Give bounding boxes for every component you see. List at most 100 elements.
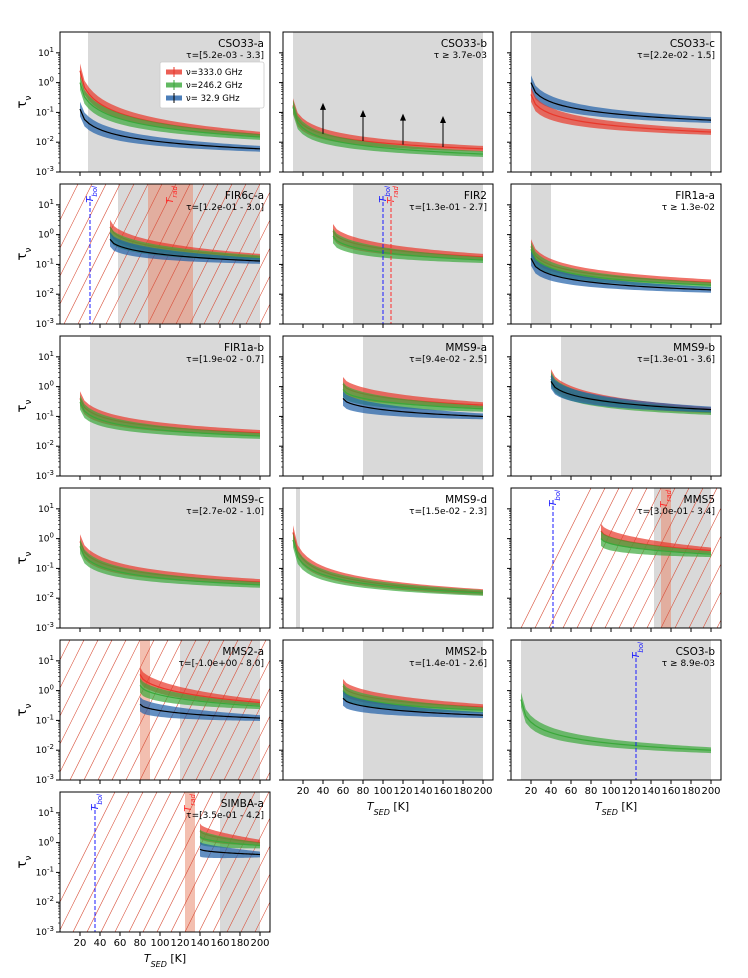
trad-band xyxy=(185,792,195,932)
panel-title: FIR6c-a xyxy=(225,190,264,202)
panel-mms9-a: MMS9-aτ=[9.4e-02 - 2.5] xyxy=(279,335,494,480)
series-band-green xyxy=(601,531,711,558)
x-tick-label: 180 xyxy=(230,938,249,949)
y-tick-label: 10-2 xyxy=(36,743,54,756)
trad-band-hatch xyxy=(63,184,135,324)
series-line-green xyxy=(342,389,484,410)
y-tick-label: 101 xyxy=(38,350,54,363)
plot-area xyxy=(60,792,381,932)
panel-title: CSO33-b xyxy=(441,38,487,50)
panel-frame xyxy=(282,335,494,477)
y-tick-label: 101 xyxy=(38,198,54,211)
panel-tau-range: τ=[3.5e-01 - 4.2] xyxy=(186,811,264,821)
y-axis-label: τν xyxy=(15,704,34,717)
series-line-blue xyxy=(139,703,261,719)
shaded-region xyxy=(521,640,711,780)
trad-band-hatch xyxy=(646,488,718,628)
y-tick-label: 10-3 xyxy=(36,773,54,786)
plot-area xyxy=(530,32,712,172)
panel-frame xyxy=(510,31,722,173)
trad-band-hatch xyxy=(170,792,242,932)
legend-label-blue: ν= 32.9 GHz xyxy=(186,94,240,104)
series-band-green xyxy=(80,394,260,439)
x-tick-label: 120 xyxy=(621,786,640,797)
plot-area xyxy=(332,184,484,324)
trad-band-hatch xyxy=(297,792,367,932)
series-line-green xyxy=(199,836,261,847)
trad-band-hatch xyxy=(100,792,172,932)
y-tick-label: 10-3 xyxy=(36,925,54,938)
y-tick-label: 100 xyxy=(38,380,54,393)
tbol-label: Tbol xyxy=(90,794,104,811)
series-line-green xyxy=(600,538,712,555)
panel-cso3-b: Tbol 20 40 60 80 100 120 140 160 180 200 TSED [K] CS… xyxy=(507,639,722,817)
panel-frame xyxy=(510,335,722,477)
trad-band-hatch xyxy=(60,640,85,689)
panel-mms9-c: 101 100 10-1 10-2 10-3 τν MMS9-cτ=[2.7e-02 - 1… xyxy=(15,487,271,634)
trad-band-hatch xyxy=(245,275,270,324)
shaded-region xyxy=(90,488,260,628)
y-tick-label: 10-1 xyxy=(36,105,54,118)
y-axis-label: τν xyxy=(15,856,34,869)
trad-band-hatch xyxy=(311,792,381,932)
series-line-green xyxy=(332,235,484,261)
trad-band-hatch xyxy=(114,792,186,932)
plot-area xyxy=(550,336,712,476)
trad-band-hatch xyxy=(209,659,270,780)
lower-limit-arrowhead xyxy=(320,102,326,110)
series-band-blue xyxy=(110,231,260,264)
trad-band-hatch xyxy=(142,792,214,932)
x-tick-label: 100 xyxy=(601,786,620,797)
plot-area xyxy=(520,640,712,780)
x-tick-label: 80 xyxy=(585,786,598,797)
panel-title: MMS2-a xyxy=(222,646,264,658)
trad-band-hatch xyxy=(590,488,662,628)
y-tick-label: 10-2 xyxy=(36,591,54,604)
lower-limit-arrowhead xyxy=(400,113,406,121)
tbol-label: Tbol xyxy=(631,642,645,659)
tbol-label: Tbol xyxy=(85,186,99,203)
plot-area xyxy=(60,184,270,324)
y-tick-label: 10-3 xyxy=(36,469,54,482)
series-line-green xyxy=(292,106,484,155)
y-tick-label: 100 xyxy=(38,76,54,89)
panel-title: CSO3-b xyxy=(676,646,716,658)
y-tick-label: 101 xyxy=(38,502,54,515)
panel-title: FIR1a-a xyxy=(675,190,715,202)
trad-band-hatch xyxy=(60,184,121,305)
series-band-green xyxy=(293,532,483,596)
lower-limit-arrowhead xyxy=(360,109,366,117)
y-tick-label: 10-3 xyxy=(36,621,54,634)
trad-band-hatch xyxy=(184,792,256,932)
panel-title: MMS9-d xyxy=(445,494,487,506)
trad-band-hatch xyxy=(86,792,158,932)
y-tick-label: 10-1 xyxy=(36,409,54,422)
shaded-region xyxy=(220,792,260,932)
series-line-red xyxy=(530,94,712,133)
trad-band-hatch xyxy=(156,792,228,932)
panel-frame xyxy=(59,639,271,781)
trad-band-hatch xyxy=(60,184,107,277)
plot-area xyxy=(342,336,484,476)
plot-area xyxy=(79,336,261,476)
panel-title: MMS2-b xyxy=(445,646,487,658)
panel-title: FIR2 xyxy=(464,190,487,202)
x-tick-label: 20 xyxy=(74,938,87,949)
y-tick-label: 10-3 xyxy=(36,165,54,178)
lower-limit-arrowhead xyxy=(440,116,446,124)
series-line-blue xyxy=(342,398,484,418)
plot-area xyxy=(79,488,261,628)
x-tick-label: 20 xyxy=(525,786,538,797)
x-tick-label: 160 xyxy=(433,786,452,797)
panel-fir6c-a: Tbol Trad 101 100 10-1 10-2 10-3 τν FIR6c-aτ=[1.… xyxy=(15,183,271,330)
trad-band-hatch xyxy=(548,488,620,628)
trad-band-hatch xyxy=(660,507,721,628)
trad-band xyxy=(661,488,671,628)
panel-fir1a-b: 101 100 10-1 10-2 10-3 τν FIR1a-bτ=[1.9e-02 - … xyxy=(15,335,271,482)
y-tick-label: 100 xyxy=(38,684,54,697)
trad-band-hatch xyxy=(702,591,721,628)
panel-frame xyxy=(510,183,722,325)
trad-band-hatch xyxy=(128,792,200,932)
x-tick-label: 100 xyxy=(150,938,169,949)
